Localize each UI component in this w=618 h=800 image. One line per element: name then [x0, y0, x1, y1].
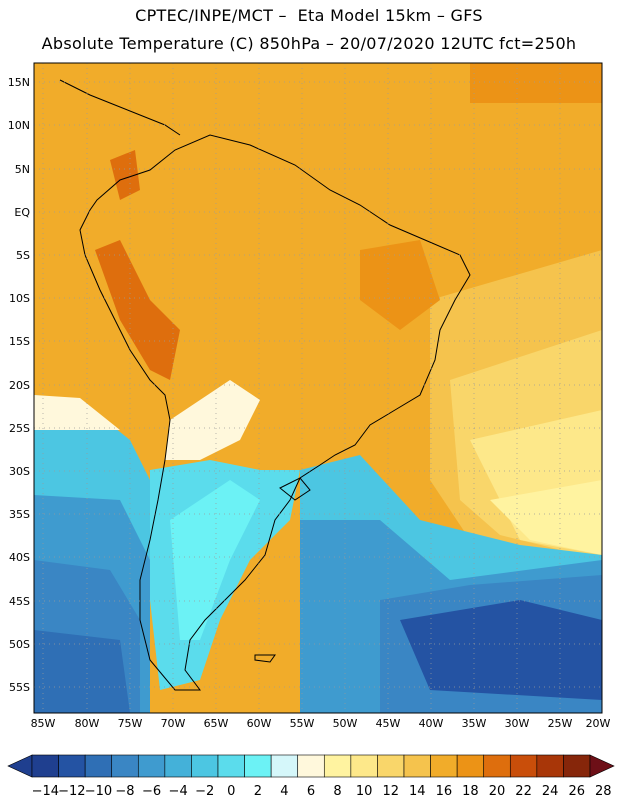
lat-label: 55S [9, 681, 30, 694]
colorbar-label: −10 [85, 784, 112, 799]
lon-label: 65W [204, 717, 229, 730]
colorbar-swatch [563, 754, 591, 778]
colorbar-label: 14 [409, 784, 426, 799]
colorbar-label: 6 [307, 784, 315, 799]
lon-label: 70W [161, 717, 186, 730]
colorbar-label: −2 [195, 784, 214, 799]
colorbar-label: 12 [382, 784, 399, 799]
lon-label: 75W [118, 717, 143, 730]
longitude-labels: 85W 80W 75W 70W 65W 60W 55W 50W 45W 40W … [31, 717, 611, 730]
lon-label: 40W [419, 717, 444, 730]
lon-label: 50W [333, 717, 358, 730]
map-title-line-1: CPTEC/INPE/MCT – Eta Model 15km – GFS [135, 6, 483, 25]
colorbar-swatch [191, 754, 219, 778]
lat-label: 30S [9, 465, 30, 478]
temperature-colorbar: −14 −12 −10 −8 −6 −4 −2 0 2 4 6 8 10 12 14 16 18 20 22 24 26… [7, 754, 615, 799]
lon-label: 80W [75, 717, 100, 730]
colorbar-swatch [270, 754, 299, 778]
lon-label: 30W [505, 717, 530, 730]
colorbar-swatch [137, 754, 166, 778]
colorbar-label: −8 [115, 784, 134, 799]
colorbar-swatch [31, 754, 59, 778]
colorbar-swatch [164, 754, 192, 778]
lat-label: 10S [9, 292, 30, 305]
graticule [34, 63, 602, 713]
colorbar-label: 18 [462, 784, 479, 799]
lat-label: 35S [9, 508, 30, 521]
colorbar-swatch [430, 754, 458, 778]
lat-label: 50S [9, 638, 30, 651]
colorbar-swatch [323, 754, 352, 778]
colorbar-swatch [377, 754, 405, 778]
lat-label: 10N [8, 119, 30, 132]
colorbar-label: 24 [542, 784, 559, 799]
colorbar-swatch [244, 754, 272, 778]
lon-label: 85W [31, 717, 56, 730]
colorbar-label: 10 [356, 784, 373, 799]
colorbar-swatch [58, 754, 86, 778]
lat-label: 25S [9, 422, 30, 435]
colorbar-swatch [456, 754, 485, 778]
lon-label: 45W [376, 717, 401, 730]
lat-label: 5S [16, 249, 30, 262]
lon-label: 20W [586, 717, 611, 730]
colorbar-swatch [217, 754, 245, 778]
colorbar-swatch [509, 754, 538, 778]
lat-label: EQ [14, 206, 30, 219]
colorbar-swatch [536, 754, 564, 778]
lon-label: 55W [290, 717, 315, 730]
colorbar-swatch [483, 754, 511, 778]
colorbar-label: −6 [142, 784, 161, 799]
colorbar-label: 4 [280, 784, 288, 799]
map-title-line-2: Absolute Temperature (C) 850hPa – 20/07/… [41, 34, 577, 53]
colorbar-swatch [111, 754, 139, 778]
lat-label: 5N [15, 163, 30, 176]
latitude-labels: 15N 10N 5N EQ 5S 10S 15S 20S 25S 30S 35S… [8, 76, 31, 694]
colorbar-label: 22 [515, 784, 532, 799]
colorbar-swatch [297, 754, 325, 778]
colorbar-label: 2 [254, 784, 262, 799]
lat-label: 15S [9, 335, 30, 348]
temperature-field [34, 63, 602, 713]
colorbar-label: −14 [32, 784, 59, 799]
lon-label: 60W [247, 717, 272, 730]
lon-label: 25W [548, 717, 573, 730]
colorbar-swatch [403, 754, 431, 778]
colorbar-swatch [350, 754, 378, 778]
colorbar-label: −4 [169, 784, 188, 799]
colorbar-label: 20 [489, 784, 506, 799]
lon-label: 35W [462, 717, 487, 730]
colorbar-label: 0 [227, 784, 235, 799]
lat-label: 40S [9, 551, 30, 564]
colorbar-label: 28 [595, 784, 612, 799]
lat-label: 20S [9, 379, 30, 392]
colorbar-swatch [84, 754, 113, 778]
colorbar-label: 8 [333, 784, 341, 799]
colorbar-label: −12 [58, 784, 85, 799]
lat-label: 15N [8, 76, 30, 89]
colorbar-label: 16 [436, 784, 453, 799]
colorbar-label: 26 [568, 784, 585, 799]
colorbar-min-arrow [7, 754, 33, 778]
map-border [33, 62, 603, 714]
coastlines [59, 79, 471, 691]
lat-label: 45S [9, 595, 30, 608]
colorbar-max-arrow [589, 754, 615, 778]
